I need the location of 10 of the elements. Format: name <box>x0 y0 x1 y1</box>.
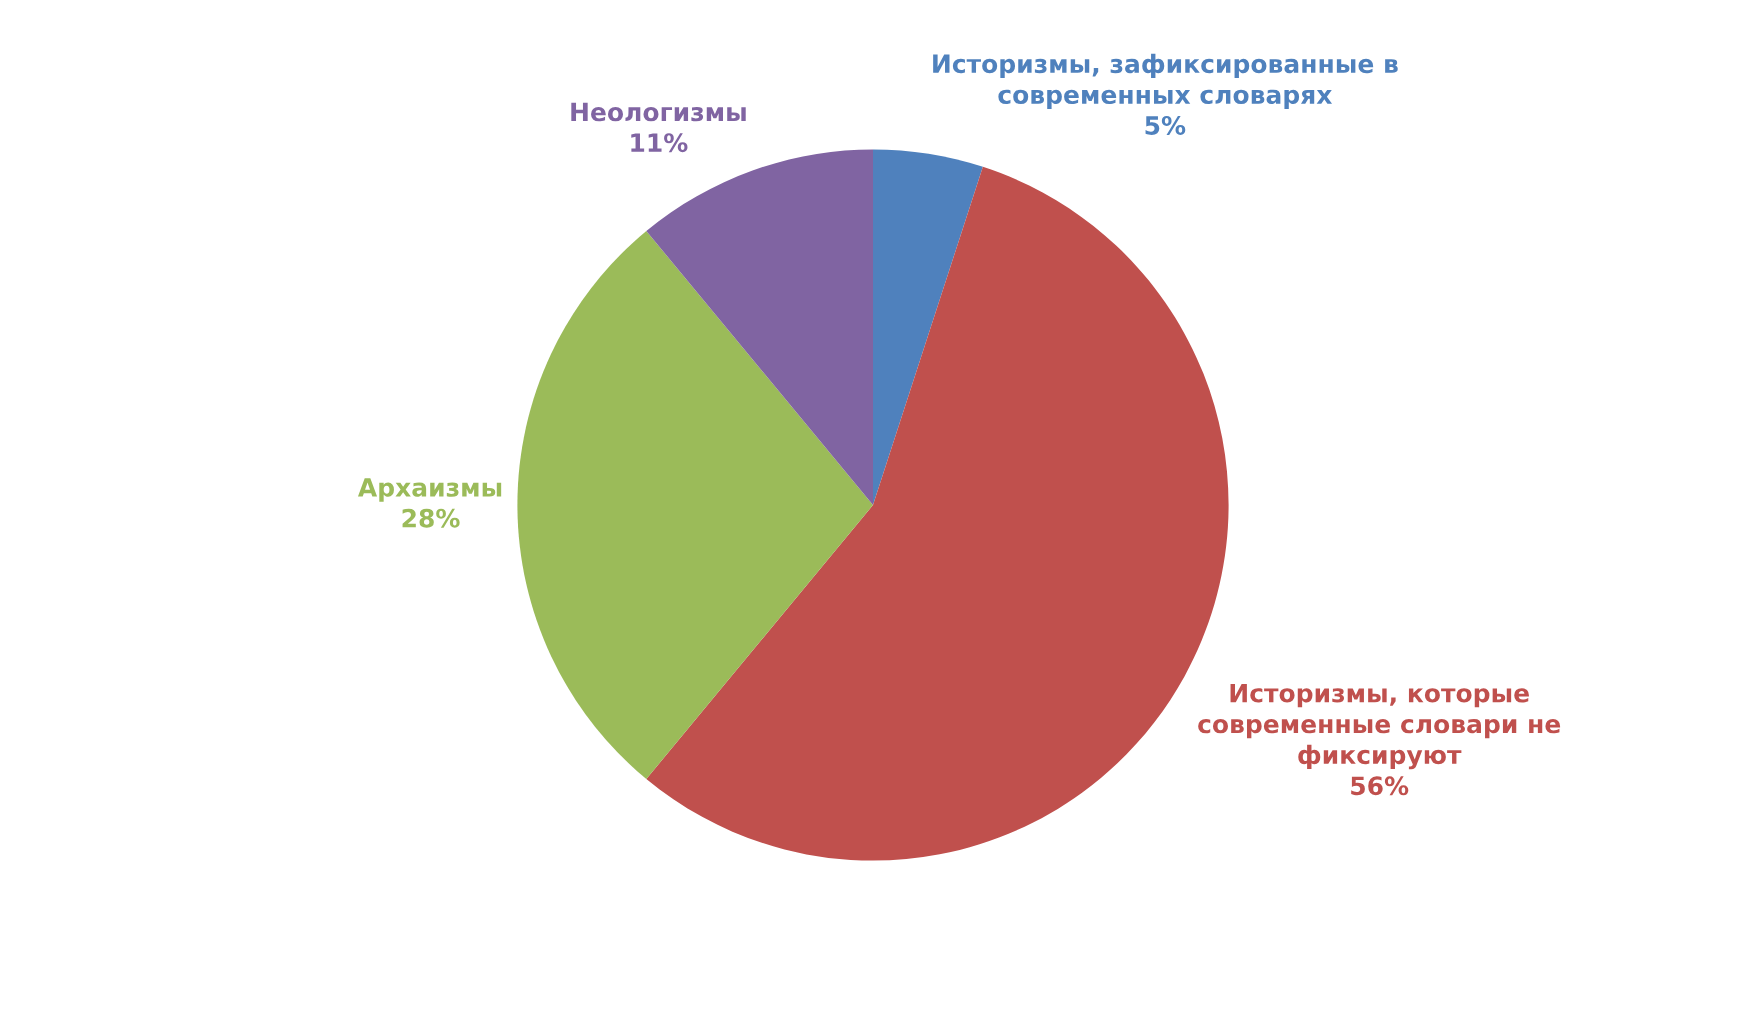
slice-label: Архаизмы <box>357 478 502 502</box>
pie-slice <box>873 149 983 505</box>
pie-slice <box>517 231 873 779</box>
slice-label: Историзмы, которые современные словари не фиксируют <box>1198 683 1561 770</box>
data-label: 28% <box>402 508 460 528</box>
data-label: 5% <box>1145 115 1186 135</box>
data-label: 11% <box>631 133 688 153</box>
slice-label: Историзмы, зафиксированные в современных словарях <box>933 53 1398 109</box>
data-label: 56% <box>1351 776 1409 796</box>
slice-label: Неологизмы <box>571 102 746 122</box>
